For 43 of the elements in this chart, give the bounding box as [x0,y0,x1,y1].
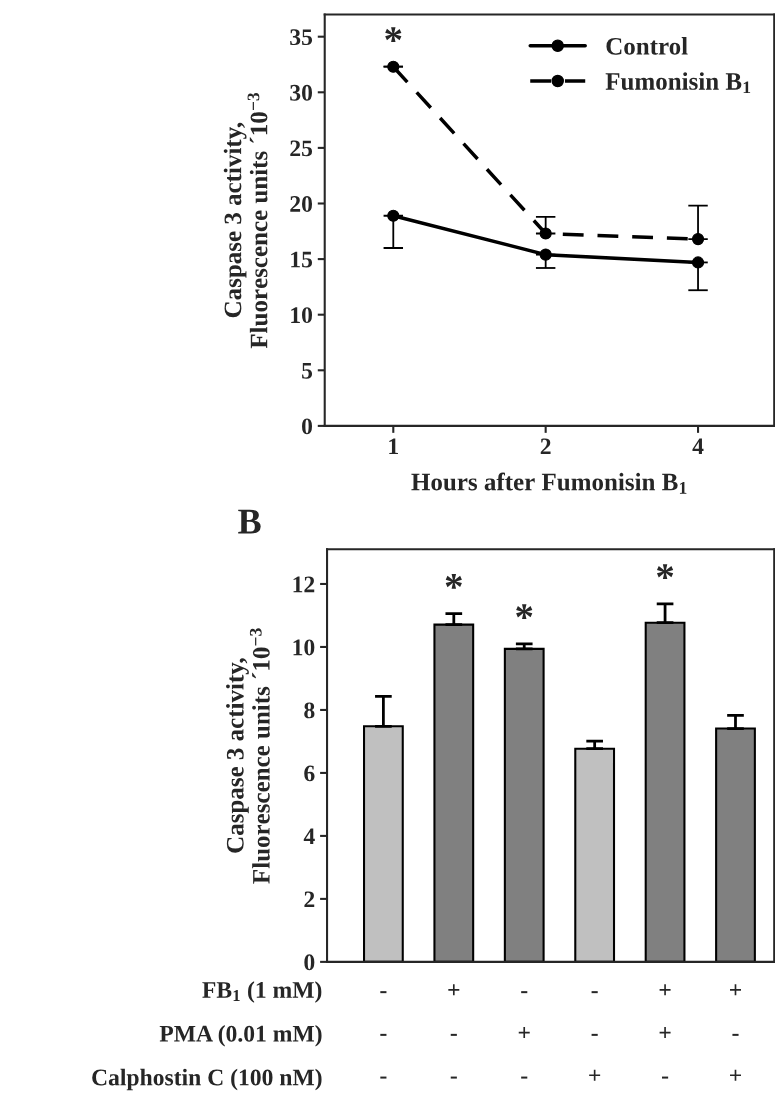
x-tick-label: 4 [692,438,704,455]
legend-label: Fumonisin B$_{1}$ [605,72,751,94]
y-tick-label: 8 [304,702,315,719]
y-tick-label: 15 [291,251,313,268]
category-label: - + - [518,991,530,1079]
y-tick-label: 20 [290,195,313,212]
x-tick-label: 2 [540,438,551,455]
y-tick-label: 5 [302,363,313,379]
bar [362,725,404,962]
y-tick-label: 0 [304,954,315,971]
annotation: * [656,564,674,579]
y-tick-label: 30 [290,84,313,101]
text: PMA (0.01 mM) [159,1025,322,1047]
x-axis-title: Hours after Fumonisin B$_{1}$ [411,472,687,494]
legend-label: Control [606,37,688,55]
y-tick-label: 6 [304,765,315,782]
category-label: - - - [380,991,387,1079]
bar [574,747,616,962]
text: Calphostin C (100 nM) [92,1068,322,1091]
chart-title: B [238,509,261,534]
annotation: * [445,574,462,589]
y-axis-title: Caspase 3 activity, Fluorescence units ´10$^{−3}$ [223,92,268,349]
y-tick-label: 25 [290,140,313,157]
bar [715,727,756,962]
bar [644,621,686,962]
y-tick-label: 10 [293,639,315,656]
category-label: + - - [448,984,460,1079]
y-tick-label: 12 [293,576,315,593]
annotation: * [385,27,402,42]
bar [433,623,475,962]
y-tick-label: 2 [304,891,315,908]
bar [503,647,545,962]
y-tick-label: 35 [290,29,313,46]
category-label: + + - [659,984,671,1079]
x-tick-label: 1 [389,438,398,455]
y-axis-title: Caspase 3 activity, Fluorescence units ´10$^{−3}$ [226,628,270,884]
y-tick-label: 4 [303,828,315,845]
y-tick-label: 10 [291,307,313,324]
annotation: * [516,604,533,619]
y-tick-label: 0 [302,418,313,435]
text: FB$_{1}$ (1 mM) [202,981,322,1003]
category-label: - - + [589,991,601,1081]
category-label: + - + [730,984,741,1081]
